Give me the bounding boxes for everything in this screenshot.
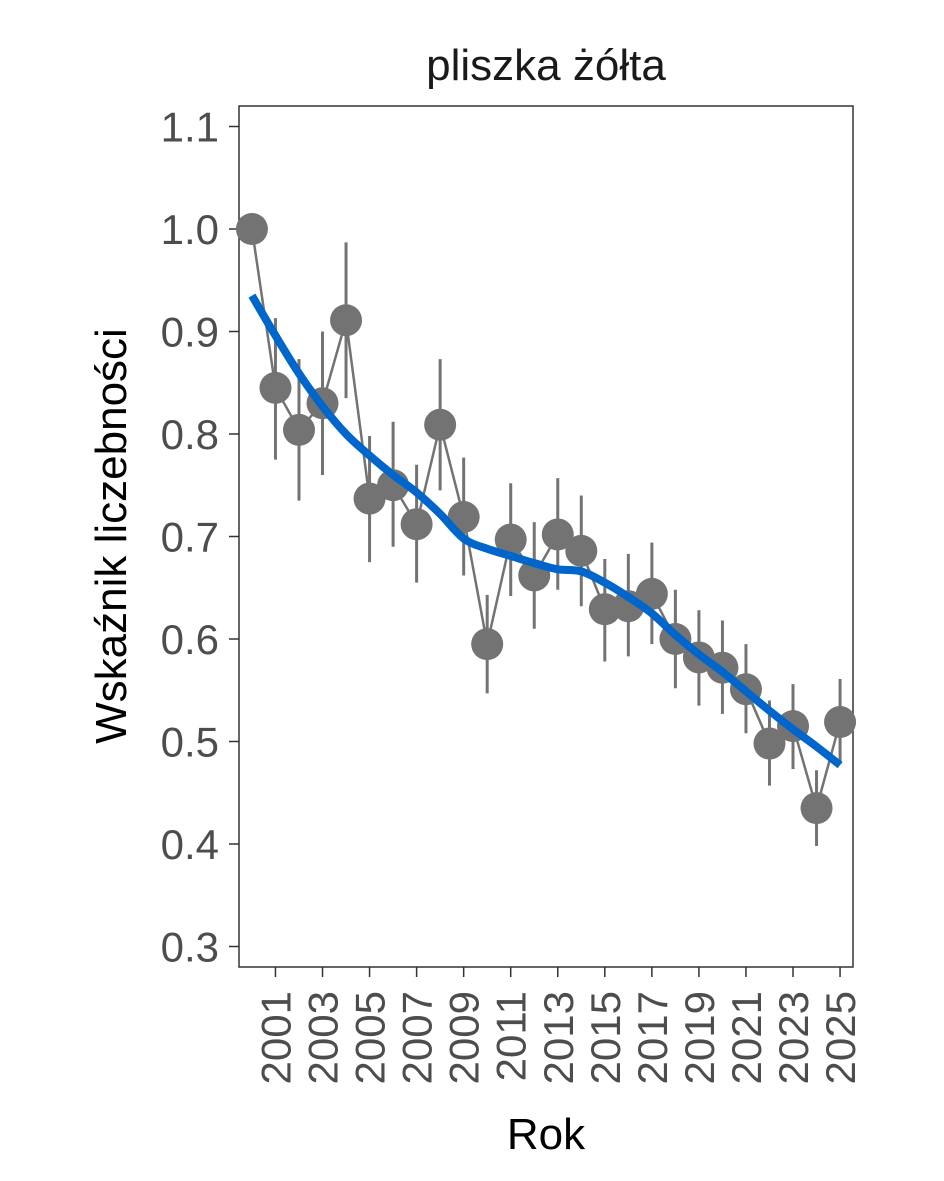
- index-point: [494, 523, 527, 556]
- index-point: [824, 706, 857, 739]
- x-tick-label: 2025: [817, 991, 864, 1084]
- y-tick-label: 0.4: [161, 821, 219, 868]
- index-point: [588, 593, 621, 626]
- y-tick-label: 0.5: [161, 719, 219, 766]
- x-tick-label: 2013: [535, 991, 582, 1084]
- x-tick-label: 2021: [723, 991, 770, 1084]
- index-point: [259, 371, 292, 404]
- x-tick-label: 2005: [347, 991, 394, 1084]
- y-tick-label: 0.6: [161, 616, 219, 663]
- index-point: [565, 534, 598, 567]
- x-tick-label: 2011: [488, 991, 535, 1081]
- index-point: [424, 408, 457, 441]
- x-tick-label: 2023: [770, 991, 817, 1084]
- y-axis-title: Wskaźnik liczebności: [87, 328, 136, 744]
- index-point: [753, 727, 786, 760]
- y-tick-label: 0.7: [161, 514, 219, 561]
- x-tick-label: 2003: [300, 991, 347, 1084]
- x-tick-label: 2017: [629, 991, 676, 1084]
- trend-line: [248, 293, 843, 769]
- index-point: [800, 792, 833, 825]
- y-axis: 0.3 0.4 0.5 0.6 0.7 0.8 0.9 1.0 1.1: [161, 104, 239, 971]
- x-tick-label: 2007: [394, 991, 441, 1084]
- index-point: [282, 413, 315, 446]
- index-point: [353, 482, 386, 515]
- index-point: [330, 304, 363, 337]
- x-tick-label: 2015: [582, 991, 629, 1084]
- index-point: [471, 628, 504, 661]
- index-point: [447, 501, 480, 534]
- chart-title: pliszka żółta: [426, 41, 666, 90]
- index-point: [635, 577, 668, 610]
- y-tick-label: 1.1: [161, 104, 219, 151]
- index-point: [541, 518, 574, 551]
- x-tick-label: 2001: [252, 991, 299, 1084]
- index-point: [235, 213, 268, 245]
- x-axis-title: Rok: [507, 1110, 586, 1159]
- index-point: [400, 508, 433, 541]
- y-tick-label: 1.0: [161, 206, 219, 253]
- x-tick-label: 2009: [441, 991, 488, 1084]
- y-tick-label: 0.9: [161, 309, 219, 356]
- trend-series: [248, 293, 843, 769]
- y-tick-label: 0.8: [161, 411, 219, 458]
- y-tick-label: 0.3: [161, 924, 219, 971]
- x-axis: 2001 2003 2005 2007 2009 2011 2013 2015 2017 2019…: [252, 967, 864, 1084]
- x-tick-label: 2019: [676, 991, 723, 1084]
